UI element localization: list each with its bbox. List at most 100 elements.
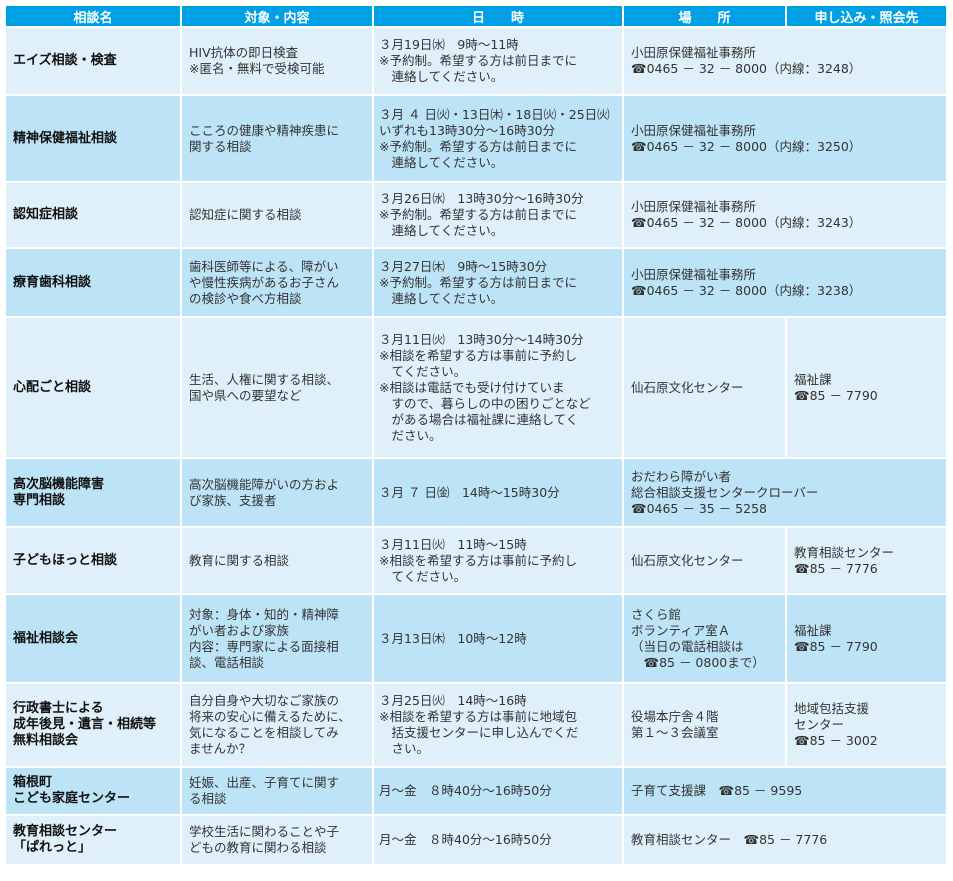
content-line: 対象：身体・知的・精神障 xyxy=(189,606,340,622)
table-row: 教育相談センター 「ぱれっと」 学校生活に関わることや子 どもの教育に関わる相談 月～金… xyxy=(6,816,946,864)
cell-when: ３月19日㈬ 9時～11時 ※予約制。希望する方は前日までに 連絡してください。 xyxy=(374,28,622,94)
name-line: 教育相談センター xyxy=(13,824,118,839)
when-line: ３月 ７ 日㈮ 14時～15時30分 xyxy=(379,484,560,500)
cell-content: 高次脳機能障がいの方およ び家族、支援者 xyxy=(182,459,372,526)
place-line: ☎0465 － 32 － 8000（内線：3243） xyxy=(631,215,862,230)
cell-content: 学校生活に関わることや子 どもの教育に関わる相談 xyxy=(182,816,372,864)
cell-name: 福祉相談会 xyxy=(6,595,180,682)
name-line: 高次脳機能障害 xyxy=(13,476,105,492)
when-line: 月～金 ８時40分～16時50分 xyxy=(379,832,552,847)
content-line: こころの健康や精神疾患に xyxy=(189,122,340,138)
place-line: 仙石原文化センター xyxy=(631,552,744,568)
table-row: 精神保健福祉相談 こころの健康や精神疾患に 関する相談 ３月 ４ 日㈫・13日㈭・18… xyxy=(6,96,946,181)
content-line: 生活、人権に関する相談、 xyxy=(189,371,340,387)
cell-name: 箱根町 こども家庭センター xyxy=(6,768,180,814)
cell-name: 高次脳機能障害 専門相談 xyxy=(6,459,180,526)
when-line: ※相談は電話でも受け付けていま xyxy=(379,379,565,395)
place-line: 小田原保健福祉事務所 xyxy=(631,122,757,138)
when-line: 括支援センターに申し込んでくだ xyxy=(379,725,579,740)
table-header-row: 相談名 対象・内容 日 時 場 所 申し込み・照会先 xyxy=(6,6,946,26)
when-line: ３月11日㈫ 11時～15時 xyxy=(379,536,527,552)
content-line: HIV抗体の即日検査 xyxy=(189,45,299,60)
name-line: 無料相談会 xyxy=(13,733,79,748)
content-line: 学校生活に関わることや子 xyxy=(189,824,340,839)
cell-place: 教育相談センター ☎85 － 7776 xyxy=(624,816,946,864)
cell-when: 月～金 ８時40分～16時50分 xyxy=(374,768,622,814)
when-line: ３月11日㈫ 13時30分～14時30分 xyxy=(379,331,584,347)
cell-when: ３月11日㈫ 13時30分～14時30分 ※相談を希望する方は事前に予約し てくだ… xyxy=(374,318,622,457)
name-line: 子どもほっと相談 xyxy=(13,552,118,568)
contact-line: ☎85 － 7790 xyxy=(794,387,878,403)
when-line: ３月25日㈫ 14時～16時 xyxy=(379,693,527,708)
contact-line: ☎85 － 7790 xyxy=(794,638,878,654)
content-line: び家族、支援者 xyxy=(189,492,277,508)
header-content: 対象・内容 xyxy=(182,6,372,26)
content-line: がい者および家族 xyxy=(189,622,290,638)
cell-name: 心配ごと相談 xyxy=(6,318,180,457)
place-line: ☎0465 － 35 － 5258 xyxy=(631,500,767,516)
consultation-schedule-table: 相談名 対象・内容 日 時 場 所 申し込み・照会先 エイズ相談・検査 HIV抗体… xyxy=(4,4,948,866)
content-line: 国や県への要望など xyxy=(189,387,302,403)
contact-line: ☎85 － 7776 xyxy=(794,560,878,576)
cell-content: 生活、人権に関する相談、 国や県への要望など xyxy=(182,318,372,457)
cell-when: 月～金 ８時40分～16時50分 xyxy=(374,816,622,864)
table-row: 高次脳機能障害 専門相談 高次脳機能障がいの方およ び家族、支援者 ３月 ７ 日㈮ 14… xyxy=(6,459,946,526)
content-line: ※匿名・無料で受検可能 xyxy=(189,61,325,76)
cell-place: 小田原保健福祉事務所 ☎0465 － 32 － 8000（内線：3250） xyxy=(624,96,946,181)
content-line: 妊娠、出産、子育てに関す xyxy=(189,775,340,790)
name-line: 「ぱれっと」 xyxy=(13,840,92,855)
when-line: ３月19日㈬ 9時～11時 xyxy=(379,37,519,52)
table-row: 箱根町 こども家庭センター 妊娠、出産、子育てに関す る相談 月～金 ８時40分～16時… xyxy=(6,768,946,814)
contact-line: ☎85 － 3002 xyxy=(794,733,878,748)
name-line: 箱根町 xyxy=(13,775,53,790)
cell-when: ３月 ７ 日㈮ 14時～15時30分 xyxy=(374,459,622,526)
cell-contact: 福祉課 ☎85 － 7790 xyxy=(787,595,946,682)
cell-name: 行政書士による 成年後見・遺言・相続等 無料相談会 xyxy=(6,684,180,766)
when-line: ３月27日㈭ 9時～15時30分 xyxy=(379,258,548,274)
cell-contact: 地域包括支援 センター ☎85 － 3002 xyxy=(787,684,946,766)
content-line: 高次脳機能障がいの方およ xyxy=(189,476,340,492)
cell-place: 小田原保健福祉事務所 ☎0465 － 32 － 8000（内線：3238） xyxy=(624,249,946,316)
name-line: こども家庭センター xyxy=(13,791,131,806)
cell-content: こころの健康や精神疾患に 関する相談 xyxy=(182,96,372,181)
place-line: 役場本庁舎４階 xyxy=(631,709,719,724)
name-line: 成年後見・遺言・相続等 xyxy=(13,717,157,732)
cell-name: エイズ相談・検査 xyxy=(6,28,180,94)
when-line: ※相談を希望する方は事前に予約し xyxy=(379,552,577,568)
when-line: いずれも13時30分～16時30分 xyxy=(379,122,556,138)
when-line: がある場合は福祉課に連絡してく xyxy=(379,411,579,427)
cell-place: 小田原保健福祉事務所 ☎0465 － 32 － 8000（内線：3243） xyxy=(624,183,946,247)
cell-name: 療育歯科相談 xyxy=(6,249,180,316)
cell-place: 役場本庁舎４階 第１～３会議室 xyxy=(624,684,785,766)
cell-when: ３月27日㈭ 9時～15時30分 ※予約制。希望する方は前日までに 連絡してくださ… xyxy=(374,249,622,316)
cell-when: ３月13日㈭ 10時～12時 xyxy=(374,595,622,682)
cell-content: 教育に関する相談 xyxy=(182,528,372,593)
table-row: 福祉相談会 対象：身体・知的・精神障 がい者および家族 内容：専門家による面接相 談、電… xyxy=(6,595,946,682)
cell-name: 子どもほっと相談 xyxy=(6,528,180,593)
content-line: 認知症に関する相談 xyxy=(189,207,302,222)
content-line: 気になることを相談してみ xyxy=(189,725,339,740)
contact-line: 福祉課 xyxy=(794,622,832,638)
table-row: 認知症相談 認知症に関する相談 ３月26日㈬ 13時30分～16時30分 ※予約制。希… xyxy=(6,183,946,247)
cell-when: ３月25日㈫ 14時～16時 ※相談を希望する方は事前に地域包 括支援センターに申… xyxy=(374,684,622,766)
header-contact: 申し込み・照会先 xyxy=(787,6,946,26)
header-place: 場 所 xyxy=(624,6,785,26)
name-line: 心配ごと相談 xyxy=(13,379,92,395)
cell-content: HIV抗体の即日検査 ※匿名・無料で受検可能 xyxy=(182,28,372,94)
when-line: 連絡してください。 xyxy=(379,290,504,306)
header-name: 相談名 xyxy=(6,6,180,26)
content-line: 教育に関する相談 xyxy=(189,552,290,568)
place-line: ☎85 － 0800まで） xyxy=(631,654,765,670)
when-line: ※予約制。希望する方は前日までに xyxy=(379,207,577,222)
when-line: ３月 ４ 日㈫・13日㈭・18日㈫・25日㈫ xyxy=(379,106,610,122)
when-line: ※相談を希望する方は事前に予約し xyxy=(379,347,577,363)
table-row: 行政書士による 成年後見・遺言・相続等 無料相談会 自分自身や大切なご家族の 将来の安心… xyxy=(6,684,946,766)
place-line: ボランティア室Ａ xyxy=(631,622,731,638)
cell-when: ３月26日㈬ 13時30分～16時30分 ※予約制。希望する方は前日までに 連絡し… xyxy=(374,183,622,247)
when-line: てください。 xyxy=(379,363,467,379)
cell-name: 認知症相談 xyxy=(6,183,180,247)
content-line: 談、電話相談 xyxy=(189,654,265,670)
cell-place: 仙石原文化センター xyxy=(624,528,785,593)
place-line: 子育て支援課 ☎85 － 9595 xyxy=(631,783,803,798)
when-line: すので、暮らしの中の困りごとなど xyxy=(379,395,591,411)
